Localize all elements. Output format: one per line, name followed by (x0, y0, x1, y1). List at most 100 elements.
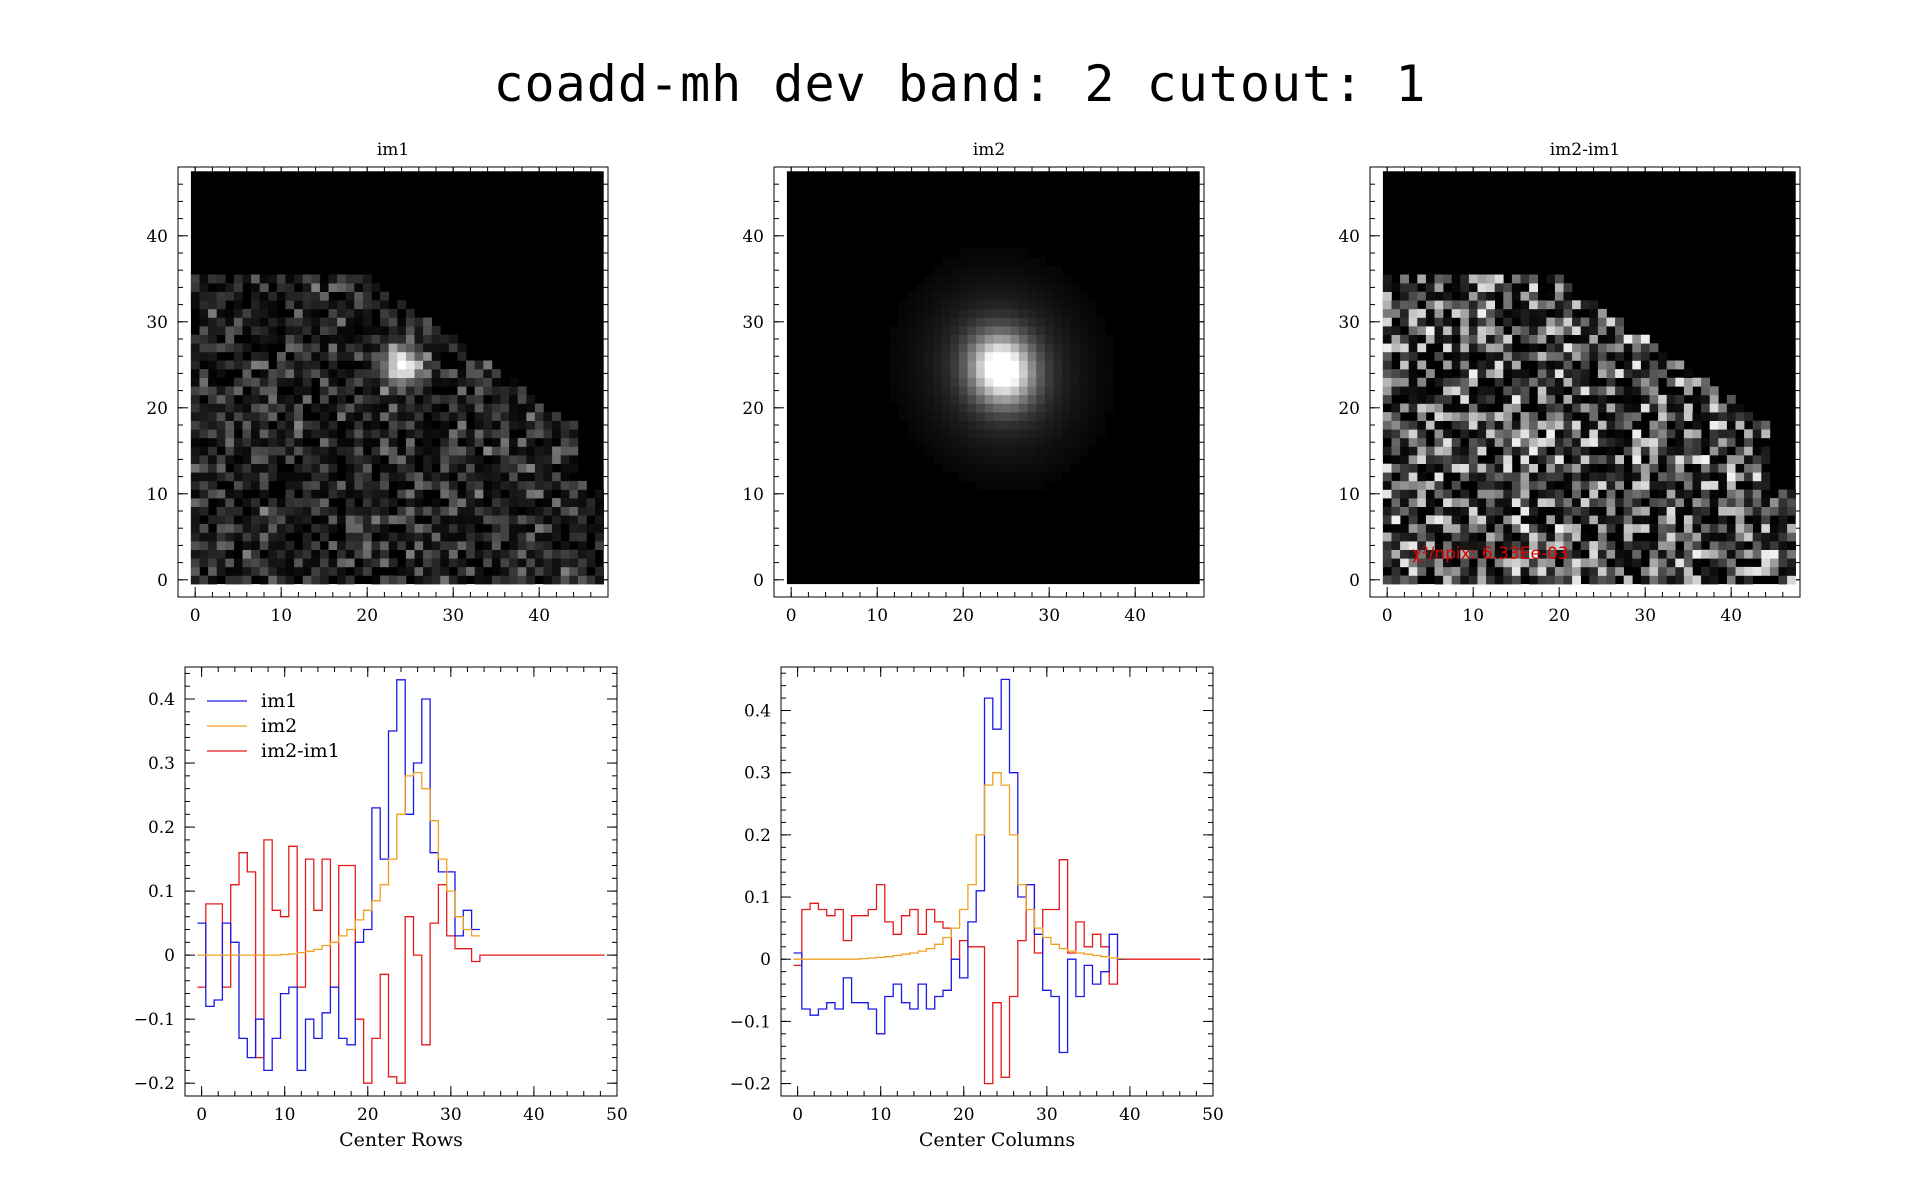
image-pixel (319, 532, 329, 542)
image-pixel (380, 515, 389, 525)
image-pixel (1443, 369, 1452, 378)
profile-0-xtick-label: 10 (274, 1105, 296, 1125)
image-pixel (1709, 541, 1719, 550)
image-pixel (1425, 558, 1435, 568)
image-pixel (440, 558, 450, 568)
image-pixel (405, 489, 415, 499)
image-pixel (294, 403, 303, 413)
image-pixel (345, 420, 355, 430)
image-pixel (448, 377, 458, 387)
image-pixel (1546, 455, 1556, 464)
image-pixel (1391, 334, 1401, 344)
image-pixel (1640, 386, 1650, 396)
image-pixel (1451, 455, 1461, 464)
image-pixel (302, 291, 312, 301)
image-pixel (311, 420, 321, 430)
image-pixel (1408, 566, 1418, 576)
image-pixel (967, 317, 977, 327)
image-pixel (976, 351, 985, 361)
image-pixel (1408, 334, 1418, 344)
image-pixel (1597, 541, 1607, 550)
image-pixel (1443, 274, 1452, 284)
image-pixel (1468, 506, 1478, 516)
image-pixel (302, 566, 312, 576)
image-pixel (1529, 283, 1538, 292)
image-pixel (423, 575, 432, 585)
image-pixel (251, 334, 260, 344)
image-pixel (1408, 351, 1418, 361)
image-pixel (1036, 351, 1046, 361)
image-pixel (431, 566, 441, 576)
image-pixel (276, 446, 286, 456)
image-pixel (371, 394, 381, 404)
image-pixel (1640, 515, 1650, 525)
image-pixel (933, 360, 942, 370)
image-pixel (1744, 446, 1753, 456)
image-pixel (311, 549, 321, 559)
image-pixel (890, 343, 899, 353)
image-pixel (259, 412, 269, 421)
image-pixel (1010, 334, 1020, 344)
image-pixel (345, 558, 355, 568)
image-pixel (1666, 377, 1676, 387)
image-pixel (362, 308, 372, 318)
image-pixel (345, 274, 355, 284)
image-pixel (491, 446, 501, 456)
image-pixel (371, 455, 381, 464)
image-pixel (1580, 403, 1590, 413)
image-pixel (1417, 386, 1427, 396)
image-pixel (362, 283, 372, 292)
image-pixel (1036, 308, 1046, 318)
image-pixel (199, 446, 209, 456)
image-pixel (1451, 506, 1461, 516)
image-pixel (1615, 334, 1624, 344)
image-pixel (242, 549, 252, 559)
image-pixel (276, 291, 286, 301)
image-pixel (1460, 575, 1470, 585)
image-pixel (328, 480, 338, 490)
image-pixel (225, 489, 235, 499)
image-pixel (388, 463, 398, 473)
image-pixel (984, 446, 994, 456)
image-pixel (1511, 429, 1521, 439)
image-pixel (294, 463, 303, 473)
image-pixel (907, 291, 917, 301)
image-pixel (259, 515, 269, 525)
image-pixel (1778, 498, 1788, 507)
image-pixel (457, 446, 467, 456)
image-pixel (984, 437, 994, 447)
image-pixel (1597, 532, 1607, 542)
image-pixel (345, 300, 355, 310)
image-pixel (1417, 437, 1427, 447)
image-pixel (397, 394, 407, 404)
image-pixel (423, 394, 432, 404)
image-pixel (1460, 300, 1470, 310)
image-pixel (1683, 446, 1693, 456)
image-pixel (242, 437, 252, 447)
image-pixel (405, 360, 415, 370)
image-pixel (199, 334, 209, 344)
image-pixel (941, 326, 951, 335)
image-pixel (1572, 498, 1581, 507)
image-pixel (1692, 446, 1702, 456)
image-pixel (1563, 541, 1573, 550)
image-pixel (1486, 575, 1495, 585)
image-pixel (440, 515, 450, 525)
image-pixel (380, 489, 389, 499)
image-pixel (500, 532, 510, 542)
image-pixel (328, 386, 338, 396)
image-pixel (414, 420, 424, 430)
image-pixel (534, 506, 544, 516)
image-pixel (526, 420, 536, 430)
image-pixel (1683, 541, 1693, 550)
image-pixel (216, 291, 226, 301)
image-pixel (337, 274, 346, 284)
image-pixel (1408, 317, 1418, 327)
image-pixel (1036, 463, 1046, 473)
image-pixel (967, 291, 977, 301)
image-pixel (950, 420, 960, 430)
profile-1-frame (780, 666, 1214, 1097)
image-pixel (1443, 343, 1452, 353)
image-pixel (1572, 566, 1581, 576)
image-pixel (345, 498, 355, 507)
